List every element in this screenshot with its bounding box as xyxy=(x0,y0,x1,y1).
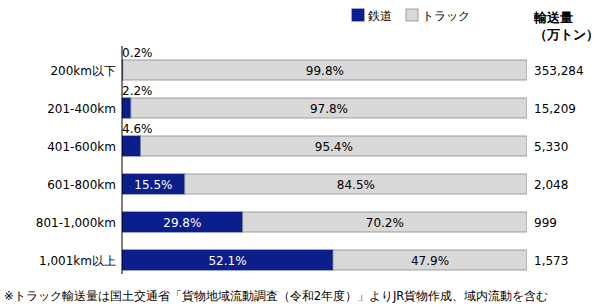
volume-label: 2,048 xyxy=(534,178,568,192)
volume-header: 輸送量 xyxy=(533,10,573,25)
volume-label: 353,284 xyxy=(534,64,584,78)
volume-header: （万トン） xyxy=(534,27,599,42)
data-label: 84.5% xyxy=(337,178,375,192)
labels: 0.2% 2.2% 4.6% 15.5% 29.8% 52.1% 99.8% 97.8% 95.… xyxy=(122,46,449,268)
legend-swatch xyxy=(352,9,364,21)
data-label: 15.5% xyxy=(134,178,172,192)
chart: 0.2% 2.2% 4.6% 15.5% 29.8% 52.1% 99.8% 97.8% 95.… xyxy=(0,0,600,308)
volume-label: 999 xyxy=(534,216,557,230)
data-label: 52.1% xyxy=(208,254,246,268)
data-label: 29.8% xyxy=(163,216,201,230)
bar-segment xyxy=(333,250,527,270)
bar-segment xyxy=(123,60,527,80)
footnote: ※トラック輸送量は国土交通省「貨物地域流動調査（令和2年度）」よりJR貨物作成、… xyxy=(4,289,548,303)
bar-segment xyxy=(122,174,185,194)
bar-segment xyxy=(243,212,527,232)
data-label: 4.6% xyxy=(122,122,153,136)
bar-segment xyxy=(122,98,131,118)
data-label: 2.2% xyxy=(122,84,153,98)
bar-segment xyxy=(141,136,527,156)
category-label: 401-600km xyxy=(47,140,116,154)
category-label: 801-1,000km xyxy=(36,216,116,230)
legend-label: トラック xyxy=(422,9,470,23)
bar-segment xyxy=(122,136,141,156)
bar-segment xyxy=(131,98,527,118)
data-label: 47.9% xyxy=(411,254,449,268)
category-label: 1,001km以上 xyxy=(39,254,116,268)
data-label: 0.2% xyxy=(122,46,153,60)
data-label: 70.2% xyxy=(366,216,404,230)
data-label: 95.4% xyxy=(315,140,353,154)
data-label: 97.8% xyxy=(310,102,348,116)
legend-swatch xyxy=(406,9,418,21)
bars xyxy=(122,60,527,270)
volume-label: 1,573 xyxy=(534,254,568,268)
category-label: 201-400km xyxy=(47,102,116,116)
volume-label: 5,330 xyxy=(534,140,568,154)
volume-label: 15,209 xyxy=(534,102,576,116)
bar-segment xyxy=(122,212,243,232)
axis-line xyxy=(122,46,123,274)
bar-segment xyxy=(185,174,527,194)
category-label: 601-800km xyxy=(47,178,116,192)
bar-segment xyxy=(122,250,333,270)
legend-label: 鉄道 xyxy=(368,9,392,23)
category-label: 200km以下 xyxy=(50,64,116,78)
data-label: 99.8% xyxy=(306,64,344,78)
